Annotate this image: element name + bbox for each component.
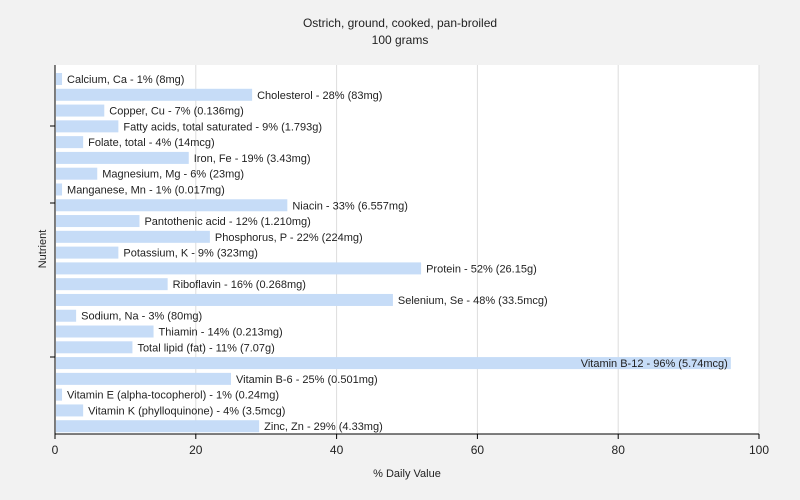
bar-label: Vitamin K (phylloquinone) - 4% (3.5mcg) bbox=[88, 405, 285, 417]
bar bbox=[56, 151, 189, 164]
bar-label: Sodium, Na - 3% (80mg) bbox=[81, 311, 202, 323]
bar bbox=[56, 309, 77, 322]
bar-label: Thiamin - 14% (0.213mg) bbox=[159, 327, 283, 339]
bar bbox=[56, 357, 731, 370]
bar-label: Riboflavin - 16% (0.268mg) bbox=[173, 279, 306, 291]
x-tick-label: 80 bbox=[612, 443, 626, 457]
bar bbox=[56, 215, 140, 228]
bar bbox=[56, 293, 393, 306]
bar bbox=[56, 420, 260, 433]
bar bbox=[56, 104, 105, 117]
bar-label: Phosphorus, P - 22% (224mg) bbox=[215, 232, 363, 244]
bar-label: Selenium, Se - 48% (33.5mcg) bbox=[398, 295, 548, 307]
x-tick-label: 20 bbox=[189, 443, 203, 457]
x-tick-label: 0 bbox=[52, 443, 59, 457]
bar-label: Iron, Fe - 19% (3.43mg) bbox=[194, 153, 311, 165]
bar-labels-group: Calcium, Ca - 1% (8mg) Cholesterol - 28% … bbox=[67, 74, 728, 433]
bar bbox=[56, 325, 154, 338]
bar-label: Zinc, Zn - 29% (4.33mg) bbox=[264, 421, 383, 433]
bar bbox=[56, 230, 210, 243]
bar bbox=[56, 246, 119, 259]
chart-subtitle: 100 grams bbox=[372, 33, 429, 47]
grid-lines bbox=[195, 65, 760, 434]
y-axis-ticks bbox=[50, 125, 55, 358]
x-tick-label: 100 bbox=[749, 443, 769, 457]
bar bbox=[56, 404, 84, 417]
bar-label: Vitamin B-12 - 96% (5.74mcg) bbox=[581, 358, 728, 370]
bar-label: Vitamin E (alpha-tocopherol) - 1% (0.24m… bbox=[67, 390, 279, 402]
bar bbox=[56, 372, 231, 385]
bar-label: Copper, Cu - 7% (0.136mg) bbox=[109, 106, 244, 118]
bar bbox=[56, 341, 133, 354]
y-axis-label: Nutrient bbox=[37, 230, 49, 269]
bar-label: Niacin - 33% (6.557mg) bbox=[292, 200, 408, 212]
bar bbox=[56, 199, 288, 212]
bar bbox=[56, 262, 422, 275]
bar-label: Protein - 52% (26.15g) bbox=[426, 263, 537, 275]
bar-label: Cholesterol - 28% (83mg) bbox=[257, 90, 382, 102]
bar-label: Magnesium, Mg - 6% (23mg) bbox=[102, 169, 244, 181]
x-axis-ticks: 0 20 40 60 80 100 bbox=[52, 434, 769, 457]
bar-label: Fatty acids, total saturated - 9% (1.793… bbox=[123, 121, 322, 133]
bar bbox=[56, 120, 119, 133]
bar-label: Calcium, Ca - 1% (8mg) bbox=[67, 74, 184, 86]
bar-label: Potassium, K - 9% (323mg) bbox=[123, 248, 257, 260]
x-axis-label: % Daily Value bbox=[373, 468, 441, 480]
bar bbox=[56, 388, 63, 401]
x-tick-label: 60 bbox=[471, 443, 485, 457]
bar bbox=[56, 278, 168, 291]
bar-label: Manganese, Mn - 1% (0.017mg) bbox=[67, 184, 225, 196]
bar bbox=[56, 88, 253, 101]
bar-label: Total lipid (fat) - 11% (7.07g) bbox=[137, 342, 274, 354]
x-tick-label: 40 bbox=[330, 443, 344, 457]
bar bbox=[56, 136, 84, 149]
bar-label: Folate, total - 4% (14mcg) bbox=[88, 137, 215, 149]
chart-title: Ostrich, ground, cooked, pan-broiled bbox=[303, 16, 497, 30]
bar-label: Vitamin B-6 - 25% (0.501mg) bbox=[236, 374, 378, 386]
bars-group bbox=[56, 73, 731, 433]
bar bbox=[56, 167, 98, 180]
plot-area bbox=[55, 65, 759, 434]
bar bbox=[56, 73, 63, 85]
bar bbox=[56, 183, 63, 196]
bar-label: Pantothenic acid - 12% (1.210mg) bbox=[144, 216, 310, 228]
